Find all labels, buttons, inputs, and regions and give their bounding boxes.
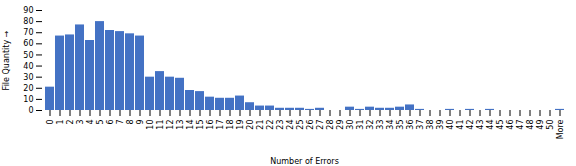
svg-text:27: 27	[316, 120, 325, 130]
svg-text:29: 29	[336, 120, 345, 130]
svg-text:0: 0	[46, 120, 55, 125]
svg-text:40: 40	[23, 62, 33, 71]
svg-text:0: 0	[28, 106, 33, 115]
svg-text:33: 33	[376, 120, 385, 130]
svg-text:30: 30	[346, 120, 355, 130]
svg-text:47: 47	[516, 120, 525, 130]
svg-text:5: 5	[96, 120, 105, 125]
svg-text:13: 13	[176, 120, 185, 130]
svg-text:32: 32	[366, 120, 375, 130]
svg-text:22: 22	[266, 120, 275, 130]
svg-text:12: 12	[166, 120, 175, 130]
svg-text:37: 37	[416, 120, 425, 130]
svg-text:10: 10	[146, 120, 155, 130]
svg-text:20: 20	[23, 84, 33, 93]
svg-text:4: 4	[86, 120, 95, 125]
svg-text:1: 1	[56, 120, 65, 125]
svg-text:26: 26	[306, 120, 315, 130]
svg-text:11: 11	[156, 120, 165, 130]
svg-text:43: 43	[476, 120, 485, 130]
svg-text:15: 15	[196, 120, 205, 130]
svg-text:90: 90	[23, 6, 33, 15]
svg-text:48: 48	[526, 120, 535, 130]
svg-text:24: 24	[286, 120, 295, 130]
svg-text:File Quantity →: File Quantity →	[2, 30, 11, 90]
svg-text:60: 60	[23, 39, 33, 48]
svg-text:45: 45	[496, 120, 505, 130]
svg-text:10: 10	[23, 95, 33, 104]
svg-text:21: 21	[256, 120, 265, 130]
svg-text:34: 34	[386, 120, 395, 130]
svg-text:Number of Errors: Number of Errors	[270, 157, 339, 166]
svg-text:50: 50	[23, 51, 33, 60]
svg-text:39: 39	[436, 120, 445, 130]
svg-text:36: 36	[406, 120, 415, 130]
svg-text:17: 17	[216, 120, 225, 130]
svg-text:14: 14	[186, 120, 195, 130]
svg-text:20: 20	[246, 120, 255, 130]
svg-text:40: 40	[446, 120, 455, 130]
svg-text:3: 3	[76, 120, 85, 125]
svg-text:More: More	[556, 119, 565, 139]
svg-text:9: 9	[136, 120, 145, 125]
svg-text:80: 80	[23, 17, 33, 26]
svg-text:6: 6	[106, 120, 115, 125]
svg-text:16: 16	[206, 120, 215, 130]
svg-text:30: 30	[23, 73, 33, 82]
svg-text:25: 25	[296, 120, 305, 130]
svg-text:23: 23	[276, 120, 285, 130]
svg-text:7: 7	[116, 120, 125, 125]
svg-text:28: 28	[326, 120, 335, 130]
svg-text:50: 50	[546, 120, 555, 130]
svg-text:44: 44	[486, 120, 495, 130]
svg-text:19: 19	[236, 120, 245, 130]
svg-text:31: 31	[356, 120, 365, 130]
svg-text:70: 70	[23, 28, 33, 37]
svg-text:41: 41	[456, 120, 465, 130]
svg-text:18: 18	[226, 120, 235, 130]
svg-text:8: 8	[126, 120, 135, 125]
svg-text:49: 49	[536, 120, 545, 130]
svg-text:46: 46	[506, 120, 515, 130]
svg-text:42: 42	[466, 120, 475, 130]
svg-text:38: 38	[426, 120, 435, 130]
svg-text:2: 2	[66, 120, 75, 125]
svg-text:35: 35	[396, 120, 405, 130]
